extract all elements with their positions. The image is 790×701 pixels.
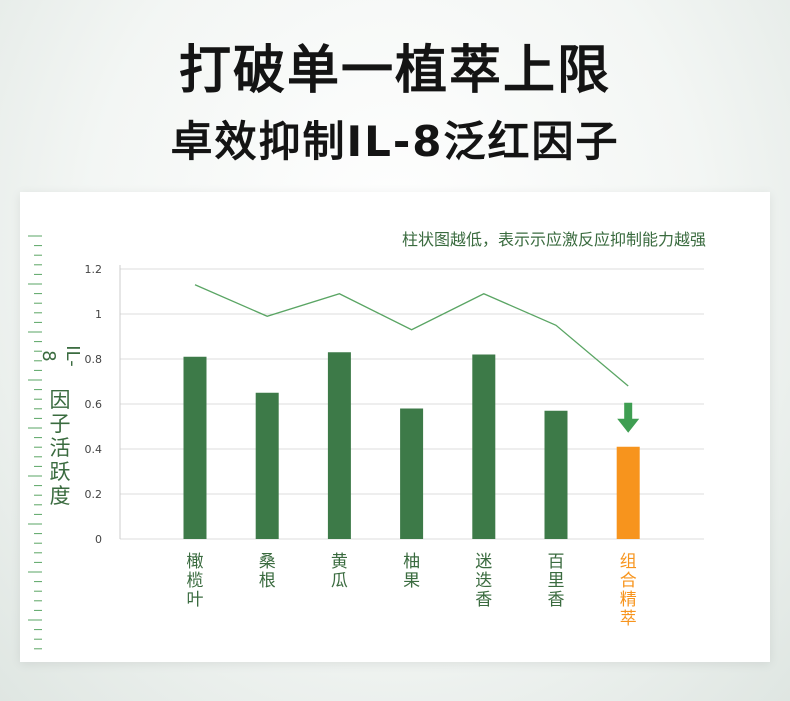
y-tick-label: 0 [95,533,102,546]
bar [472,354,496,539]
bar [616,446,640,539]
x-tick-label: 桑 [259,552,276,572]
x-tick-label: 百 [548,552,565,572]
bar [255,392,279,539]
bar [400,408,424,539]
y-axis-label-char: 子 [49,412,71,436]
x-tick-label: 叶 [187,590,204,610]
y-tick-label: 0.4 [85,443,103,456]
x-tick-label: 萃 [620,609,637,629]
trend-line [194,284,629,387]
x-tick-label: 根 [259,571,276,591]
y-tick-label: 1 [95,308,102,321]
x-tick-label: 里 [548,571,565,591]
bar [183,356,207,539]
y-tick-label: 1.2 [85,263,103,276]
y-axis-label-char: 因 [49,388,71,412]
x-tick-label: 柚 [403,552,420,572]
x-tick-label: 合 [620,571,637,591]
y-tick-label: 0.6 [85,398,103,411]
x-tick-label: 榄 [187,571,204,591]
page-subtitle: 卓效抑制IL-8泛红因子 [170,117,620,166]
page-title: 打破单一植萃上限 [178,41,611,101]
y-axis-label-char: 活 [49,436,71,460]
x-tick-label: 瓜 [331,571,348,591]
x-tick-label: 迷 [475,552,492,572]
chart-card: 柱状图越低，表示示应激反应抑制能力越强 IL-8 因子活跃度 1.2 1 0.8 0.6… [20,192,770,662]
y-tick-label: 0.8 [85,353,103,366]
x-tick-label: 迭 [475,571,492,591]
x-tick-label: 精 [620,590,637,610]
ruler-decoration [28,235,42,650]
chart-note: 柱状图越低，表示示应激反应抑制能力越强 [401,230,706,249]
x-tick-label: 香 [548,590,565,610]
bar [327,352,351,539]
x-tick-label: 果 [403,571,420,591]
y-axis-label: IL-8 因子活跃度 [38,332,83,508]
x-tick-label: 橄 [187,552,204,572]
y-axis-label-char: 跃 [49,460,71,484]
down-arrow-icon [617,402,640,433]
y-axis-label-char: 度 [49,484,71,508]
y-tick-label: 0.2 [85,488,103,501]
x-tick-label: 香 [475,590,492,610]
x-tick-label: 黄 [331,552,348,572]
bar [544,410,568,539]
x-tick-label: 组 [620,552,637,572]
